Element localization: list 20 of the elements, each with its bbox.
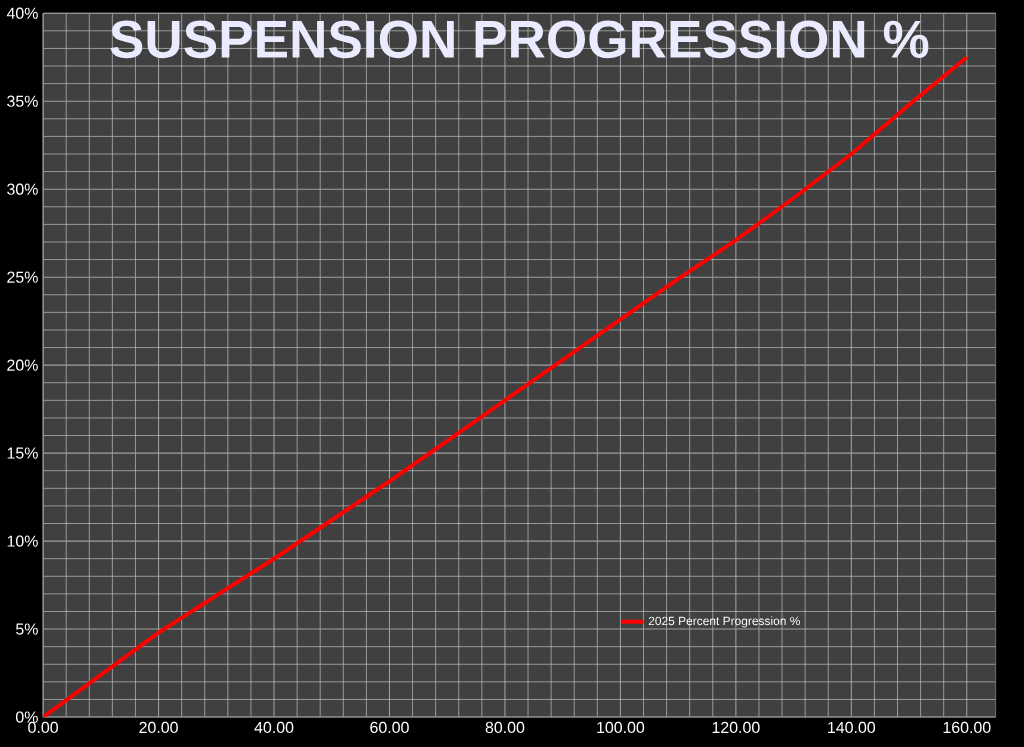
y-tick-label: 10%	[7, 535, 38, 547]
x-tick-label: 60.00	[370, 721, 409, 734]
y-tick-label: 15%	[7, 447, 38, 459]
x-tick-label: 100.00	[597, 721, 645, 734]
x-tick-label: 0.00	[28, 721, 58, 734]
y-tick-label: 0%	[15, 711, 38, 723]
x-tick-label: 160.00	[943, 721, 991, 734]
y-tick-label: 5%	[16, 623, 38, 635]
y-tick-label: 20%	[7, 359, 38, 371]
x-tick-label: 120.00	[712, 721, 760, 734]
x-tick-label: 80.00	[485, 721, 525, 734]
y-tick-label: 40%	[6, 7, 38, 19]
y-tick-label: 30%	[7, 183, 38, 195]
x-tick-label: 20.00	[139, 721, 178, 734]
x-tick-label: 140.00	[828, 721, 876, 734]
chart-title: SUSPENSION PROGRESSION %	[110, 20, 929, 59]
y-tick-label: 25%	[7, 271, 38, 283]
y-tick-label: 35%	[7, 95, 38, 107]
legend-label: 2025 Percent Progression %	[648, 616, 800, 628]
x-tick-label: 40.00	[254, 721, 294, 734]
